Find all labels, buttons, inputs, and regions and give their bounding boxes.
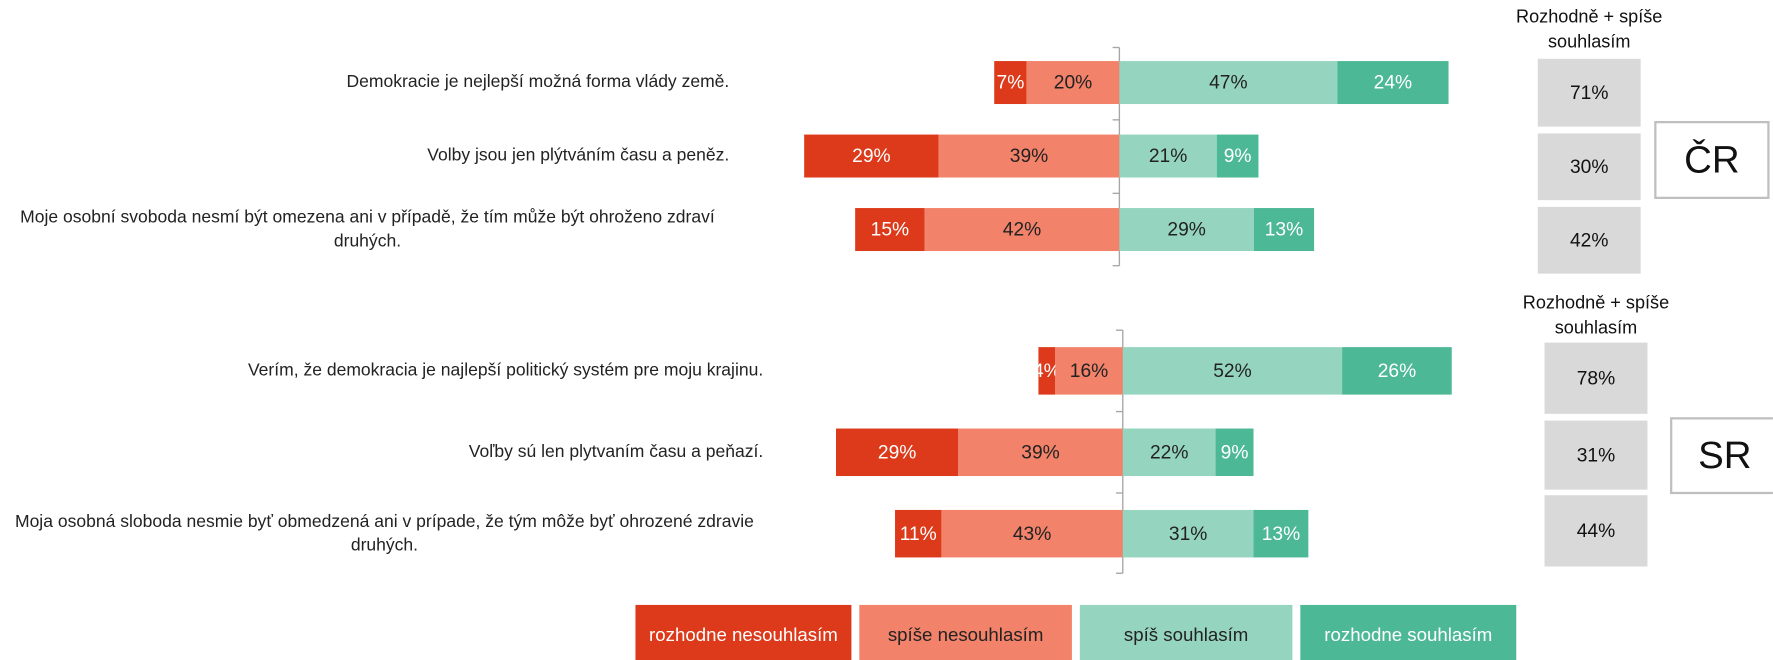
summary-value: 42% [1570, 230, 1608, 251]
value-label: 24% [1374, 73, 1412, 94]
value-label: 13% [1262, 524, 1300, 545]
bar-segment [1026, 61, 1120, 105]
value-label: 9% [1221, 442, 1249, 463]
value-label: 42% [1003, 220, 1041, 241]
value-label: 13% [1265, 220, 1303, 241]
value-label: 4% [1033, 361, 1061, 382]
value-label: 9% [1224, 146, 1252, 167]
bar-segment [1122, 509, 1254, 558]
value-label: 26% [1378, 361, 1416, 382]
category-label-text: Volby jsou jen plýtváním času a peněz. [427, 145, 730, 166]
category-label: Volby jsou jen plýtváním času a peněz. [6, 144, 730, 168]
bar-segment [924, 208, 1120, 252]
bar-segment [804, 134, 939, 178]
summary-value: 31% [1577, 445, 1615, 466]
value-label: 39% [1021, 442, 1059, 463]
bar-segment [958, 428, 1123, 477]
category-label: Demokracie je nejlepší možná forma vlády… [6, 70, 730, 94]
category-label-text: Moja osobná sloboda nesmie byť obmedzená… [14, 512, 754, 556]
bar-segment [994, 61, 1027, 105]
legend-item: rozhodne souhlasím [1300, 604, 1517, 660]
legend-item: spíše nesouhlasím [859, 604, 1072, 660]
value-label: 29% [1167, 220, 1205, 241]
bar-segment [1216, 134, 1259, 178]
value-label: 15% [871, 220, 909, 241]
summary-title: Rozhodně + spíše souhlasím [1522, 293, 1670, 339]
summary-value: 44% [1577, 521, 1615, 542]
category-label-text: Demokracie je nejlepší možná forma vlády… [346, 72, 730, 92]
value-label: 20% [1054, 73, 1092, 94]
bar-segment [1055, 347, 1123, 395]
category-label-text: Verím, že demokracia je najlepší politic… [247, 360, 764, 380]
summary-value: 78% [1577, 368, 1615, 389]
bar-segment [855, 208, 925, 252]
legend-item: rozhodne nesouhlasím [635, 604, 852, 660]
value-label: 29% [852, 146, 890, 167]
group-box [1654, 120, 1770, 200]
category-label: Verím, že demokracia je najlepší politic… [6, 358, 764, 382]
legend-item: spíš souhlasím [1079, 604, 1293, 660]
category-label-text: Voľby sú len plytvaním času a peňazí. [468, 442, 764, 462]
summary-value: 30% [1570, 157, 1608, 178]
bar-segment [1342, 347, 1452, 395]
summary-box [1544, 495, 1648, 567]
value-label: 16% [1070, 361, 1108, 382]
value-label: 47% [1209, 73, 1247, 94]
summary-box [1537, 133, 1641, 201]
bar-segment [1038, 347, 1056, 395]
bar-segment [895, 509, 942, 558]
value-label: 22% [1150, 442, 1188, 463]
bar-segment [938, 134, 1120, 178]
bar-segment [1119, 61, 1338, 105]
summary-value: 71% [1570, 83, 1608, 104]
category-label: Voľby sú len plytvaním času a peňazí. [6, 440, 764, 464]
value-label: 11% [900, 524, 937, 545]
bar-segment [1337, 61, 1449, 105]
group-box [1670, 417, 1773, 495]
summary-box [1544, 420, 1648, 490]
category-label: Moja osobná sloboda nesmie byť obmedzená… [6, 510, 764, 557]
value-label: 43% [1013, 524, 1051, 545]
summary-box [1537, 58, 1641, 127]
bar-segment [1119, 134, 1217, 178]
summary-box [1544, 342, 1648, 414]
group-label: SR [1698, 434, 1751, 477]
bar-segment [1253, 208, 1315, 252]
summary-box [1537, 206, 1641, 274]
bar-segment [941, 509, 1123, 558]
bar-segment [1253, 509, 1309, 558]
value-label: 31% [1169, 524, 1207, 545]
bar-segment [835, 428, 959, 477]
value-label: 7% [997, 73, 1025, 94]
bar-segment [1122, 347, 1343, 395]
value-label: 52% [1213, 361, 1251, 382]
value-label: 21% [1149, 146, 1187, 167]
category-label-text: Moje osobní svoboda nesmí být omezena an… [20, 208, 715, 252]
value-label: 39% [1010, 146, 1048, 167]
summary-title: Rozhodně + spíše souhlasím [1516, 7, 1663, 53]
category-label: Moje osobní svoboda nesmí být omezena an… [6, 206, 730, 253]
bar-segment [1119, 208, 1254, 252]
bar-segment [1215, 428, 1254, 477]
group-label: ČR [1684, 137, 1740, 181]
value-label: 29% [878, 442, 916, 463]
bar-segment [1122, 428, 1216, 477]
